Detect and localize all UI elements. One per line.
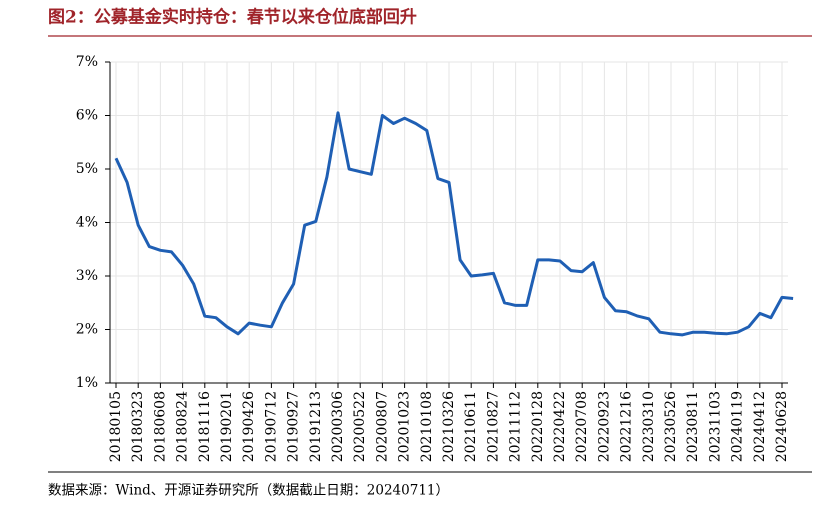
x-tick-label: 20210827	[485, 391, 501, 462]
y-tick-label: 5%	[76, 161, 98, 177]
x-tick-label: 20200306	[330, 391, 346, 462]
x-tick-label: 20201023	[397, 391, 413, 462]
x-tick-label: 20181116	[197, 391, 213, 462]
x-tick-label: 20230310	[641, 391, 657, 462]
x-tick-label: 20190927	[286, 391, 302, 462]
x-tick-label: 20210611	[463, 391, 479, 462]
y-tick-label: 2%	[76, 322, 98, 338]
x-tick-label: 20240412	[752, 391, 768, 462]
x-tick-label: 20220923	[596, 391, 612, 462]
y-tick-label: 4%	[76, 215, 98, 231]
x-tick-label: 20200807	[374, 391, 390, 462]
x-tick-label: 20190201	[219, 391, 235, 462]
y-tick-label: 7%	[76, 54, 98, 70]
x-tick-label: 20231103	[707, 391, 723, 462]
source-note: 数据来源：Wind、开源证券研究所（数据截止日期：20240711）	[48, 483, 449, 499]
x-tick-label: 20220128	[530, 391, 546, 462]
y-tick-label: 6%	[76, 108, 98, 124]
x-tick-label: 20180824	[175, 391, 191, 462]
x-tick-label: 20221216	[619, 391, 635, 462]
x-tick-label: 20200522	[352, 391, 368, 462]
y-tick-label: 1%	[76, 375, 98, 391]
x-tick-label: 20190712	[263, 391, 279, 462]
x-tick-label: 20230811	[685, 391, 701, 462]
x-tick-label: 20180105	[108, 391, 124, 462]
x-tick-label: 20240119	[730, 391, 746, 462]
x-tick-label: 20190426	[241, 391, 257, 462]
x-tick-label: 20220708	[574, 391, 590, 462]
chart-title: 图2：公募基金实时持仓：春节以来仓位底部回升	[48, 7, 417, 28]
x-tick-label: 20210108	[419, 391, 435, 462]
x-tick-label: 20211112	[508, 391, 524, 462]
y-tick-label: 3%	[76, 268, 98, 284]
x-tick-label: 20191213	[308, 391, 324, 462]
x-tick-label: 20210326	[441, 391, 457, 462]
x-tick-label: 20240628	[774, 391, 790, 462]
line-series	[114, 111, 794, 337]
x-tick-label: 20220422	[552, 391, 568, 462]
x-tick-label: 20230526	[663, 391, 679, 462]
x-tick-label: 20180608	[152, 391, 168, 462]
x-tick-label: 20180323	[130, 391, 146, 462]
